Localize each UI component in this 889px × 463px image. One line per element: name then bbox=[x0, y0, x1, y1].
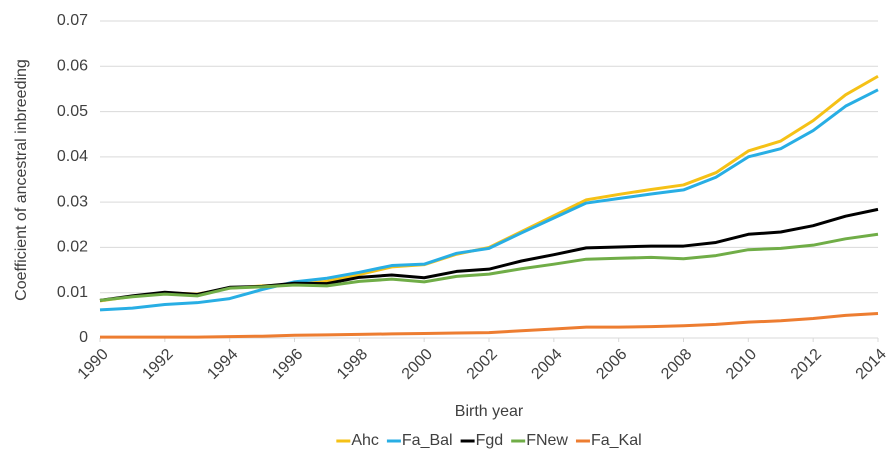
y-tick-label: 0.03 bbox=[57, 193, 88, 210]
x-tick-label: 2008 bbox=[658, 346, 695, 383]
x-tick-label: 1996 bbox=[269, 346, 306, 383]
x-tick-label: 2000 bbox=[399, 346, 436, 383]
y-tick-label: 0.05 bbox=[57, 103, 88, 120]
y-axis-title: Coefficient of ancestral inbreeding bbox=[13, 59, 30, 301]
x-tick-label: 2010 bbox=[723, 346, 760, 383]
x-tick-label: 2014 bbox=[853, 346, 889, 383]
legend-label: Fgd bbox=[476, 432, 504, 449]
x-tick-label: 2012 bbox=[788, 346, 825, 383]
x-tick-label: 2006 bbox=[593, 346, 630, 383]
y-tick-label: 0.06 bbox=[57, 58, 88, 75]
legend-label: FNew bbox=[526, 432, 568, 449]
series-line bbox=[99, 232, 879, 302]
x-tick-label: 1990 bbox=[75, 346, 112, 383]
x-axis-title: Birth year bbox=[455, 403, 524, 420]
y-tick-label: 0.01 bbox=[57, 284, 88, 301]
x-tick-label: 1998 bbox=[334, 346, 371, 383]
x-tick-label: 1992 bbox=[139, 346, 176, 383]
series-line bbox=[99, 74, 879, 303]
series-line bbox=[99, 207, 879, 302]
y-tick-label: 0 bbox=[79, 329, 88, 346]
x-tick-label: 2004 bbox=[528, 346, 565, 383]
series-line bbox=[99, 88, 879, 312]
x-tick-label: 2002 bbox=[464, 346, 501, 383]
y-tick-label: 0.02 bbox=[57, 239, 88, 256]
legend-label: Ahc bbox=[351, 432, 379, 449]
x-tick-label: 1994 bbox=[204, 346, 241, 383]
y-tick-label: 0.04 bbox=[57, 148, 88, 165]
legend-label: Fa_Bal bbox=[402, 432, 453, 449]
series-line bbox=[100, 312, 879, 339]
y-tick-label: 0.07 bbox=[57, 12, 88, 29]
legend: Ahc Fa_Bal Fgd FNew Fa_Kal bbox=[336, 432, 642, 449]
legend-label: Fa_Kal bbox=[591, 432, 642, 449]
